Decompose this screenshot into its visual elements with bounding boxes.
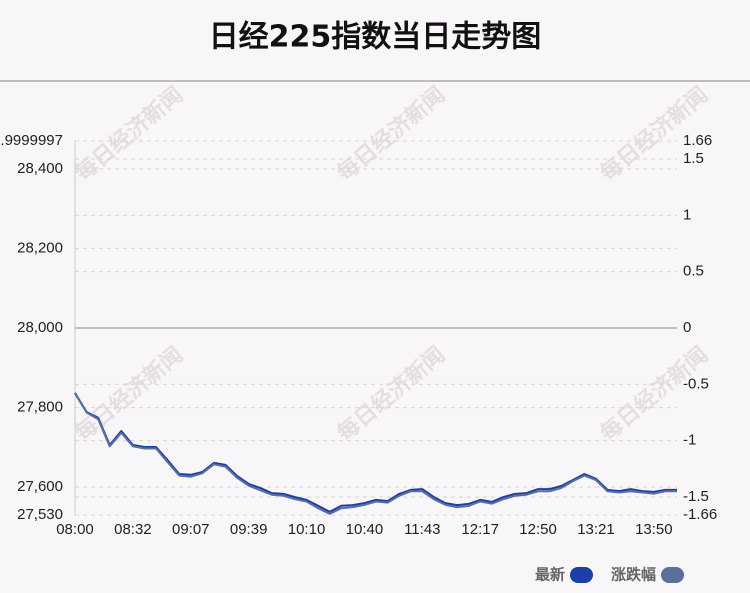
y2-tick-label: -1 [683, 432, 696, 449]
x-tick-label: 09:39 [230, 521, 268, 538]
y-tick-label: 28,469.9999997 [0, 132, 63, 149]
y2-tick-label: 0 [683, 319, 691, 336]
y-tick-label: 28,200 [17, 239, 63, 256]
legend-label: 涨跌幅 [611, 566, 656, 584]
series-line [74, 392, 677, 515]
y2-tick-label: 1 [683, 206, 691, 223]
x-tick-label: 10:10 [288, 521, 326, 538]
x-tick-label: 10:40 [346, 521, 384, 538]
watermark: 每日经济新闻 [332, 342, 449, 446]
x-tick-label: 12:17 [461, 521, 499, 538]
x-tick-label: 08:32 [114, 521, 152, 538]
chart-title: 日经225指数当日走势图 [209, 20, 542, 55]
watermark: 每日经济新闻 [332, 82, 449, 186]
x-tick-label: 08:00 [56, 521, 94, 538]
x-tick-label: 12:50 [519, 521, 557, 538]
y2-tick-label: -0.5 [683, 375, 709, 392]
legend-swatch [661, 567, 684, 583]
y2-tick-label: 1.66 [683, 132, 712, 149]
watermark: 每日经济新闻 [70, 342, 187, 446]
legend-swatch [569, 567, 593, 583]
x-tick-label: 09:07 [172, 521, 210, 538]
y-tick-label: 27,530 [17, 506, 63, 523]
watermark: 每日经济新闻 [595, 342, 712, 446]
y2-tick-label: 1.5 [683, 150, 704, 167]
series-line [74, 392, 677, 513]
x-tick-label: 13:50 [635, 521, 673, 538]
y-tick-label: 27,800 [17, 399, 63, 416]
y2-tick-label: 0.5 [683, 263, 704, 280]
y-tick-label: 28,000 [17, 319, 63, 336]
watermark: 每日经济新闻 [70, 82, 187, 186]
legend-label: 最新 [535, 566, 565, 584]
x-tick-label: 11:43 [404, 521, 440, 538]
x-tick-label: 13:21 [577, 521, 615, 538]
y-tick-label: 28,400 [17, 160, 63, 177]
y-tick-label: 27,600 [17, 478, 63, 495]
y2-tick-label: -1.5 [683, 488, 709, 505]
y2-tick-label: -1.66 [683, 506, 717, 523]
